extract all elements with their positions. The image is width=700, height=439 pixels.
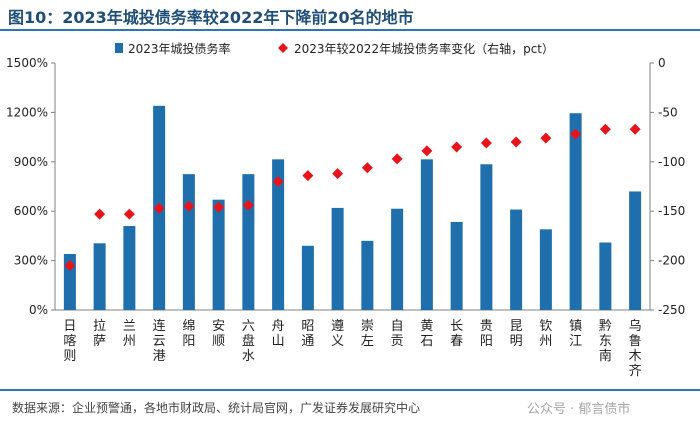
diamond-marker [272,176,284,188]
diamond-marker [64,260,76,272]
y-left-tick-label: 1500% [6,56,48,70]
x-tick-label: 拉萨 [93,319,106,349]
x-tick-label: 六盘水 [242,319,255,364]
y-right-tick-label: -100 [658,155,685,169]
x-tick-label: 遵义 [331,318,344,349]
x-tick-label: 兰州 [123,319,136,349]
x-tick-label: 自贡 [391,319,404,349]
x-tick-label: 镇江 [569,319,582,349]
bar [301,245,314,310]
watermark: 公众号 · 郁言债市 [527,402,631,417]
bar [212,199,225,310]
bar [182,174,195,310]
diamond-marker [570,128,582,140]
y-left-tick-label: 300% [14,254,48,268]
bar [599,242,612,310]
y-left-tick-label: 900% [14,155,48,169]
diamond-marker [213,201,225,213]
bar [420,159,433,310]
legend-bar-label: 2023年城投债务率 [128,41,231,56]
bar [480,164,493,310]
legend-bar-swatch [115,43,123,53]
bar [361,240,374,310]
source-note: 数据来源：企业预警通，各地市财政局、统计局官网，广发证券发展研究中心 [12,401,421,415]
x-tick-label: 黄石 [420,319,433,349]
bar [629,191,642,310]
y-left-tick-label: 1200% [6,105,48,119]
bar [539,229,552,310]
bar [123,226,136,310]
legend-diamond-label: 2023年较2022年城投债务率变化（右轴，pct） [294,41,554,56]
x-tick-label: 昭通 [301,319,314,349]
y-right-tick-label: 0 [658,56,666,70]
diamond-marker [510,136,522,148]
x-tick-label: 昆明 [510,319,523,349]
bar [242,174,255,310]
y-right-tick-label: -250 [658,303,685,317]
bar [272,159,285,310]
title-divider [0,29,700,31]
diamond-marker [332,168,344,180]
bar [331,207,344,310]
x-tick-label: 安顺 [212,319,225,349]
x-tick-label: 钦州 [539,319,552,349]
x-tick-label: 乌鲁木齐 [629,318,642,379]
x-tick-label: 绵阳 [182,319,195,349]
diamond-marker [153,202,165,214]
x-tick-label: 崇左 [361,319,374,349]
chart: 2023年城投债务率 2023年较2022年城投债务率变化（右轴，pct） 0%… [6,41,685,379]
x-tick-label: 长春 [450,319,463,349]
diamond-marker [183,200,195,212]
diamond-marker [629,123,641,135]
y-left-tick-label: 600% [14,204,48,218]
diamond-marker [451,141,463,153]
diamond-marker [361,162,373,174]
bar [569,113,582,311]
diamond-marker [242,199,254,211]
x-tick-label: 黔东南 [599,319,612,364]
y-right-tick-label: -200 [658,254,685,268]
footer-divider [0,389,700,391]
legend: 2023年城投债务率 2023年较2022年城投债务率变化（右轴，pct） [115,41,554,56]
bar [391,208,404,310]
x-tick-label: 舟山 [272,319,285,349]
x-tick-label: 连云港 [153,318,166,364]
y-right-tick-label: -150 [658,204,685,218]
diamond-marker [421,145,433,157]
chart-title: 图10：2023年城投债务率较2022年下降前20名的地市 [8,8,414,27]
legend-diamond-swatch [278,43,288,53]
y-left-tick-label: 0% [29,303,48,317]
diamond-marker [599,123,611,135]
diamond-marker [123,208,135,220]
y-right-tick-label: -50 [658,105,678,119]
bar [450,221,463,310]
x-tick-label: 日喀则 [63,319,76,364]
bar [93,243,106,310]
diamond-marker [391,153,403,165]
diamond-marker [540,132,552,144]
diamond-marker [94,208,106,220]
x-tick-label: 贵阳 [480,319,493,349]
diamond-marker [302,170,314,182]
bar [510,209,523,310]
diamond-marker [480,137,492,149]
